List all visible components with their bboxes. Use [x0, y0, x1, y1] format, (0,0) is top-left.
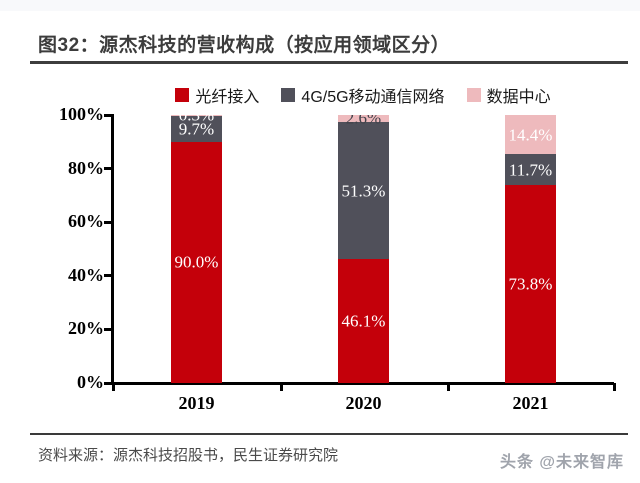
segment-value-label: 11.7% — [508, 160, 553, 180]
y-tick — [104, 113, 113, 117]
legend-swatch-icon — [175, 88, 190, 102]
segment-value-label: 90.0% — [174, 252, 219, 272]
watermark: 头条 @未来智库 — [499, 454, 624, 471]
segment-value-label: 14.4% — [508, 125, 553, 145]
bar-2021: 73.8% 11.7% 14.4% — [505, 115, 556, 383]
y-axis-label: 40% — [68, 264, 104, 285]
legend-swatch-icon — [466, 88, 481, 102]
y-tick — [104, 167, 113, 171]
segment-value-label: 9.7% — [178, 119, 215, 139]
bar-segment — [505, 153, 556, 186]
bar-segment — [338, 115, 389, 122]
x-tick — [280, 383, 283, 391]
y-axis-line — [111, 114, 114, 385]
x-tick — [446, 383, 450, 391]
x-tick — [613, 383, 616, 391]
source-note: 资料来源：源杰科技招股书，民生证券研究院 — [38, 447, 339, 464]
y-axis-label: 60% — [68, 211, 104, 232]
top-band — [0, 0, 640, 11]
bar-segment — [338, 121, 389, 260]
y-axis-label: 0% — [77, 372, 104, 392]
y-axis-label: 80% — [68, 157, 104, 178]
legend-item-2: 数据中心 — [466, 83, 551, 107]
chart-legend: 光纤接入 4G/5G移动通信网络 数据中心 — [113, 84, 613, 106]
plot-area: 90.0% 9.7% 0.3% 46.1% 51.3% 2.6% 73.8% 11.7% 14.… — [113, 115, 613, 383]
bottom-divider — [30, 433, 628, 435]
legend-swatch-icon — [281, 88, 296, 102]
bar-segment — [171, 141, 222, 383]
segment-value-label: 51.3% — [341, 181, 386, 201]
legend-label: 光纤接入 — [195, 89, 260, 106]
segment-value-label: 46.1% — [341, 311, 386, 331]
bar-2019: 90.0% 9.7% 0.3% — [171, 115, 222, 383]
y-tick — [104, 220, 113, 224]
bar-segment — [171, 115, 222, 116]
bar-segment — [505, 115, 556, 154]
legend-label: 数据中心 — [486, 89, 551, 106]
figure-title: 图32：源杰科技的营收构成（按应用领域区分） — [38, 35, 451, 56]
y-axis-label: 100% — [59, 104, 104, 124]
legend-item-1: 4G/5G移动通信网络 — [281, 83, 445, 107]
bar-segment — [171, 115, 222, 142]
segment-value-label: 73.8% — [508, 274, 553, 294]
y-axis-label: 20% — [68, 318, 104, 339]
bar-segment — [338, 259, 389, 383]
legend-item-0: 光纤接入 — [175, 83, 259, 107]
bar-2020: 46.1% 51.3% 2.6% — [338, 115, 389, 383]
legend-label: 4G/5G移动通信网络 — [301, 89, 445, 106]
segment-value-label: 2.6% — [345, 115, 382, 128]
x-axis-label: 2021 — [512, 393, 549, 413]
y-tick — [104, 274, 113, 278]
title-underline — [30, 61, 628, 64]
y-tick — [104, 327, 113, 331]
x-axis-label: 2020 — [345, 393, 382, 413]
x-axis-label: 2019 — [178, 393, 215, 413]
y-tick — [104, 381, 113, 385]
segment-value-label: 0.3% — [178, 115, 215, 125]
x-tick — [111, 383, 115, 391]
x-axis-line — [111, 382, 614, 385]
bar-segment — [505, 185, 556, 383]
